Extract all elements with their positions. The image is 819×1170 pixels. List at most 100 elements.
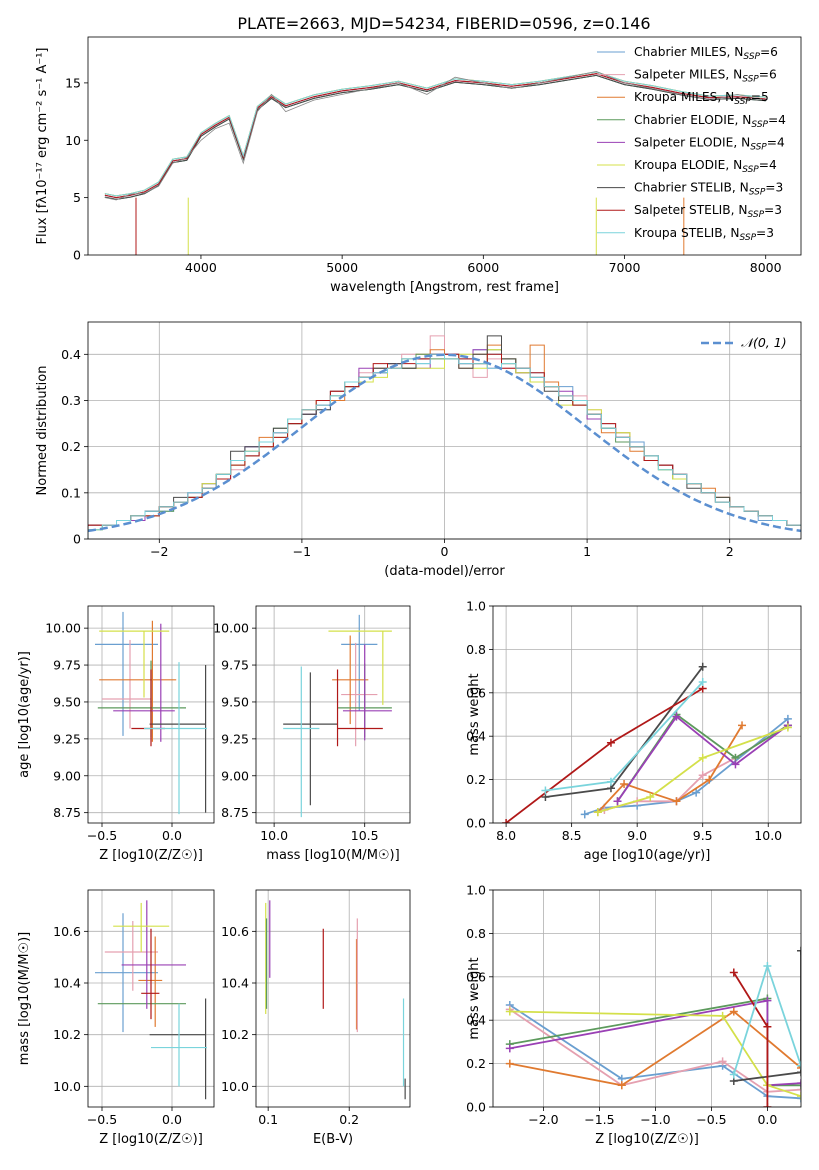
spectrum-data-line bbox=[104, 70, 766, 201]
mass_vs_Z-plot-area bbox=[95, 900, 207, 1100]
weight-marker bbox=[729, 1007, 738, 1016]
weight_vs_Z-panel: −2.0 −1.5 −1.0 −0.5 0.0 0.0 0.2 0.4 0.6 0.8 1.0 Z [… bbox=[466, 883, 802, 1147]
legend-label: Chabrier ELODIE, NSSP=4 bbox=[634, 113, 786, 130]
age_vs_mass-panel: 10.0 10.5 8.75 9.00 9.25 9.50 9.75 10.00 mass [l… bbox=[213, 605, 411, 863]
weight-marker bbox=[672, 712, 681, 721]
x-axis-label: Z [log10(Z/Z☉)] bbox=[99, 1132, 203, 1147]
legend-text: Kroupa MILES, N bbox=[634, 90, 734, 104]
weight-marker bbox=[613, 797, 622, 806]
x-axis-label: wavelength [Angstrom, rest frame] bbox=[330, 280, 559, 295]
y-tick-label: 0 bbox=[73, 248, 81, 263]
y-tick-label: 0.2 bbox=[466, 772, 486, 787]
weight-marker bbox=[672, 797, 681, 806]
y-tick-label: 0.1 bbox=[61, 485, 81, 500]
weight-marker bbox=[580, 810, 589, 819]
weight-marker bbox=[763, 1103, 772, 1107]
legend-text: =3 bbox=[765, 181, 783, 195]
x-tick-label: 1 bbox=[583, 544, 591, 559]
y-tick-label: 10.6 bbox=[221, 924, 249, 939]
weight-marker bbox=[763, 961, 772, 970]
x-tick-label: −2 bbox=[150, 544, 168, 559]
normal-curve bbox=[88, 353, 801, 533]
y-tick-label: 0 bbox=[73, 532, 81, 547]
y-tick-label: 10.4 bbox=[53, 976, 81, 991]
age_vs_Z-panel: −0.5 0.0 8.75 9.00 9.25 9.50 9.75 10.00 Z [log10… bbox=[17, 605, 215, 863]
weight-marker bbox=[606, 777, 615, 786]
weight_vs_age-plot-area bbox=[502, 662, 792, 823]
x-tick-label: 0.0 bbox=[162, 828, 182, 843]
y-axis-label: Normed distribution bbox=[35, 366, 50, 496]
weight-line bbox=[505, 687, 704, 823]
x-tick-label: 10.5 bbox=[351, 828, 379, 843]
figure-title: PLATE=2663, MJD=54234, FIBERID=0596, z=0… bbox=[237, 14, 650, 33]
y-tick-label: 0.3 bbox=[61, 393, 81, 408]
weight-marker bbox=[797, 1079, 801, 1088]
legend-subscript: SSP bbox=[743, 52, 760, 62]
x-tick-label: 0.2 bbox=[339, 1112, 359, 1127]
y-tick-label: 1.0 bbox=[466, 883, 486, 898]
x-axis-label: age [log10(age/yr)] bbox=[584, 848, 711, 863]
weight_vs_Z-plot-area bbox=[505, 946, 801, 1107]
y-tick-label: 10.4 bbox=[221, 976, 249, 991]
spectrum-plot-area bbox=[104, 70, 766, 255]
weight-marker bbox=[797, 1061, 801, 1070]
axes-frame bbox=[87, 605, 215, 824]
weight-line bbox=[545, 666, 704, 798]
legend-label: Salpeter STELIB, NSSP=3 bbox=[634, 203, 782, 220]
x-tick-label: −0.5 bbox=[696, 1112, 726, 1127]
y-tick-label: 15 bbox=[65, 75, 81, 90]
y-axis-label: mass weight bbox=[467, 673, 482, 755]
x-tick-label: −2.0 bbox=[528, 1112, 558, 1127]
axes-frame bbox=[87, 321, 802, 540]
y-tick-label: 9.50 bbox=[221, 694, 249, 709]
weight-marker bbox=[698, 677, 707, 686]
y-tick-label: 5 bbox=[73, 190, 81, 205]
y-axis-label: mass weight bbox=[467, 957, 482, 1039]
weight-marker bbox=[797, 1063, 801, 1072]
legend-text: =6 bbox=[759, 68, 777, 82]
axes-frame bbox=[255, 889, 411, 1108]
weight-marker bbox=[698, 662, 707, 671]
mass_vs_ebv-panel: 0.1 0.2 10.0 10.2 10.4 10.6 E(B-V) bbox=[221, 889, 411, 1147]
legend-subscript: SSP bbox=[749, 188, 766, 198]
legend-text: Chabrier STELIB, N bbox=[634, 181, 749, 195]
axes-frame bbox=[492, 889, 802, 1108]
y-axis-label: age [log10(age/yr)] bbox=[17, 651, 32, 778]
y-tick-label: 8.75 bbox=[221, 805, 249, 820]
legend-subscript: SSP bbox=[751, 120, 768, 130]
y-tick-label: 10.0 bbox=[221, 1079, 249, 1094]
weight-marker bbox=[797, 946, 801, 955]
weight-marker bbox=[797, 1092, 801, 1101]
weight-marker bbox=[797, 1081, 801, 1090]
weight-marker bbox=[505, 1007, 514, 1016]
x-tick-label: 8000 bbox=[750, 260, 782, 275]
y-tick-label: 0.6 bbox=[466, 685, 486, 700]
x-tick-label: 8.5 bbox=[562, 828, 582, 843]
weight-marker bbox=[729, 1070, 738, 1079]
weight-marker bbox=[797, 1068, 801, 1077]
legend-text: =4 bbox=[759, 158, 777, 172]
x-tick-label: 0.0 bbox=[757, 1112, 777, 1127]
age_vs_Z-plot-area bbox=[95, 611, 207, 815]
y-tick-label: 0.0 bbox=[466, 1100, 486, 1115]
legend-text: Salpeter STELIB, N bbox=[634, 203, 747, 217]
x-tick-label: −0.5 bbox=[87, 1112, 117, 1127]
y-tick-label: 8.75 bbox=[53, 805, 81, 820]
x-axis-label: Z [log10(Z/Z☉)] bbox=[99, 848, 203, 863]
y-tick-label: 0.4 bbox=[466, 1013, 486, 1028]
x-axis-label: mass [log10(M/M☉)] bbox=[266, 848, 399, 863]
x-tick-label: 10.0 bbox=[754, 828, 782, 843]
legend-label: Kroupa MILES, NSSP=5 bbox=[634, 90, 769, 107]
x-tick-label: 5000 bbox=[326, 260, 358, 275]
legend-subscript: SSP bbox=[747, 210, 764, 220]
weight-marker bbox=[763, 996, 772, 1005]
age_vs_mass-plot-area bbox=[283, 614, 392, 818]
legend-text: =4 bbox=[767, 135, 785, 149]
legend-text: =3 bbox=[756, 226, 774, 240]
weight-line bbox=[597, 726, 789, 813]
legend-subscript: SSP bbox=[742, 75, 759, 85]
x-tick-label: −1.5 bbox=[584, 1112, 614, 1127]
x-tick-label: 6000 bbox=[467, 260, 499, 275]
y-tick-label: 9.75 bbox=[221, 658, 249, 673]
